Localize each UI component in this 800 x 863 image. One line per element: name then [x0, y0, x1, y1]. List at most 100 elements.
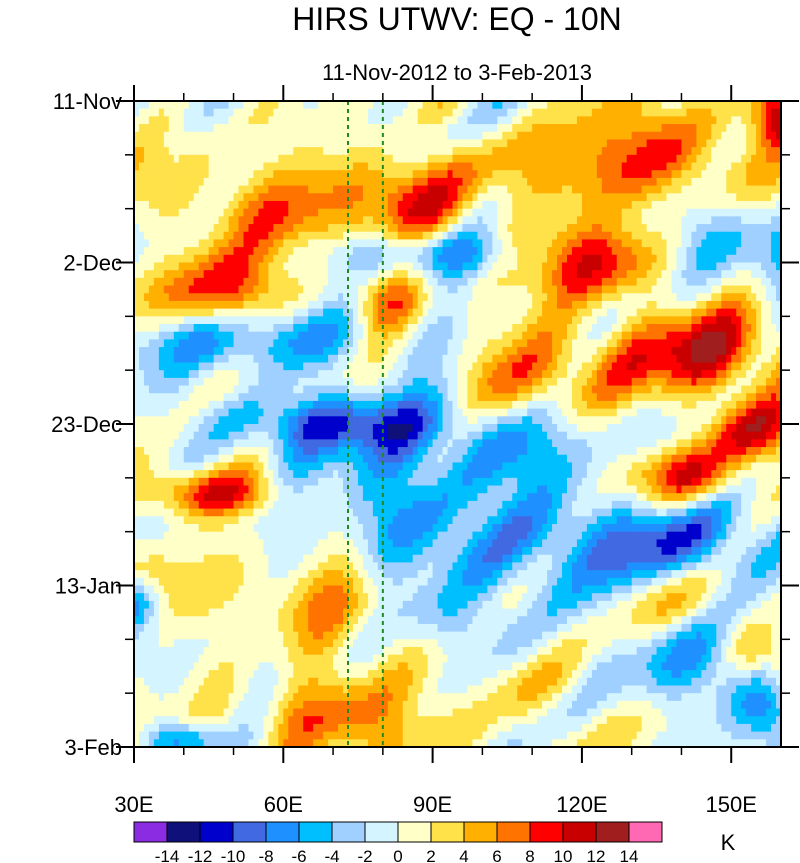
heatmap-cell [576, 185, 583, 194]
heatmap-cell [407, 224, 414, 233]
heatmap-cell [258, 177, 264, 187]
heatmap-cell [522, 300, 528, 310]
heatmap-cell [576, 254, 583, 264]
heatmap-cell [178, 154, 185, 164]
heatmap-cell [382, 385, 389, 394]
heatmap-cell [547, 277, 553, 287]
heatmap-cell [218, 101, 225, 110]
heatmap-cell [512, 162, 518, 171]
heatmap-cell [442, 231, 449, 241]
heatmap-cell [631, 316, 638, 325]
heatmap-cell [188, 200, 195, 210]
heatmap-cell [168, 393, 175, 402]
heatmap-cell [138, 147, 145, 156]
heatmap-cell [726, 377, 732, 387]
heatmap-cell [348, 154, 354, 164]
heatmap-cell [208, 185, 215, 194]
heatmap-cell [487, 324, 493, 333]
heatmap-cell [701, 362, 707, 371]
heatmap-cell [437, 170, 444, 179]
heatmap-cell [258, 370, 264, 379]
heatmap-cell [457, 324, 464, 333]
heatmap-cell [422, 285, 429, 294]
heatmap-cell [706, 331, 712, 340]
heatmap-cell [308, 324, 314, 333]
heatmap-cell [616, 377, 623, 387]
heatmap-cell [417, 270, 424, 279]
heatmap-cell [153, 247, 160, 256]
heatmap-cell [168, 362, 175, 371]
heatmap-cell [562, 154, 568, 164]
heatmap-cell [238, 300, 245, 310]
heatmap-cell [462, 101, 469, 110]
heatmap-cell [576, 285, 583, 294]
heatmap-cell [203, 162, 210, 171]
heatmap-cell [661, 300, 668, 310]
heatmap-cell [313, 393, 319, 402]
heatmap-cell [188, 216, 195, 225]
heatmap-cell [661, 101, 668, 110]
heatmap-cell [238, 285, 245, 294]
heatmap-cell [586, 116, 593, 125]
heatmap-cell [691, 177, 697, 187]
heatmap-cell [522, 354, 528, 364]
heatmap-cell [701, 101, 707, 110]
heatmap-cell [233, 370, 240, 379]
heatmap-cell [472, 354, 479, 364]
heatmap-cell [542, 147, 548, 156]
heatmap-cell [308, 316, 314, 325]
heatmap-cell [676, 247, 683, 256]
heatmap-cell [457, 362, 464, 371]
heatmap-cell [243, 293, 250, 302]
heatmap-cell [163, 108, 170, 117]
heatmap-cell [208, 231, 215, 241]
heatmap-cell [532, 331, 538, 340]
heatmap-cell [611, 339, 618, 348]
heatmap-cell [631, 354, 638, 364]
heatmap-cell [173, 393, 180, 402]
heatmap-cell [596, 308, 603, 317]
heatmap-cell [711, 147, 717, 156]
heatmap-cell [611, 231, 618, 241]
heatmap-cell [716, 170, 722, 179]
heatmap-cell [776, 208, 782, 217]
heatmap-cell [502, 347, 508, 356]
heatmap-cell [218, 377, 225, 387]
heatmap-cell [134, 216, 140, 225]
heatmap-cell [258, 347, 264, 356]
heatmap-cell [462, 124, 469, 133]
heatmap-cell [507, 331, 513, 340]
heatmap-cell [676, 308, 683, 317]
heatmap-cell [766, 139, 772, 148]
heatmap-cell [671, 324, 678, 333]
heatmap-cell [348, 293, 354, 302]
heatmap-cell [427, 331, 434, 340]
heatmap-cell [268, 124, 274, 133]
heatmap-cell [462, 339, 469, 348]
heatmap-cell [656, 324, 663, 333]
heatmap-cell [377, 139, 384, 148]
heatmap-cell [716, 108, 722, 117]
heatmap-cell [631, 385, 638, 394]
heatmap-cell [203, 124, 210, 133]
heatmap-cell [372, 285, 379, 294]
heatmap-cell [263, 262, 269, 271]
heatmap-cell [462, 154, 469, 164]
heatmap-cell [626, 239, 633, 248]
heatmap-cell [661, 254, 668, 264]
heatmap-cell [253, 354, 260, 364]
heatmap-cell [417, 177, 424, 187]
heatmap-cell [268, 131, 274, 141]
heatmap-cell [158, 101, 165, 110]
heatmap-cell [293, 308, 299, 317]
heatmap-cell [562, 277, 568, 287]
heatmap-cell [278, 200, 284, 210]
heatmap-cell [338, 101, 344, 110]
heatmap-cell [477, 116, 483, 125]
heatmap-cell [741, 170, 747, 179]
heatmap-cell [626, 177, 633, 187]
heatmap-cell [761, 316, 767, 325]
heatmap-cell [283, 239, 289, 248]
heatmap-cell [402, 254, 409, 264]
heatmap-cell [243, 185, 250, 194]
